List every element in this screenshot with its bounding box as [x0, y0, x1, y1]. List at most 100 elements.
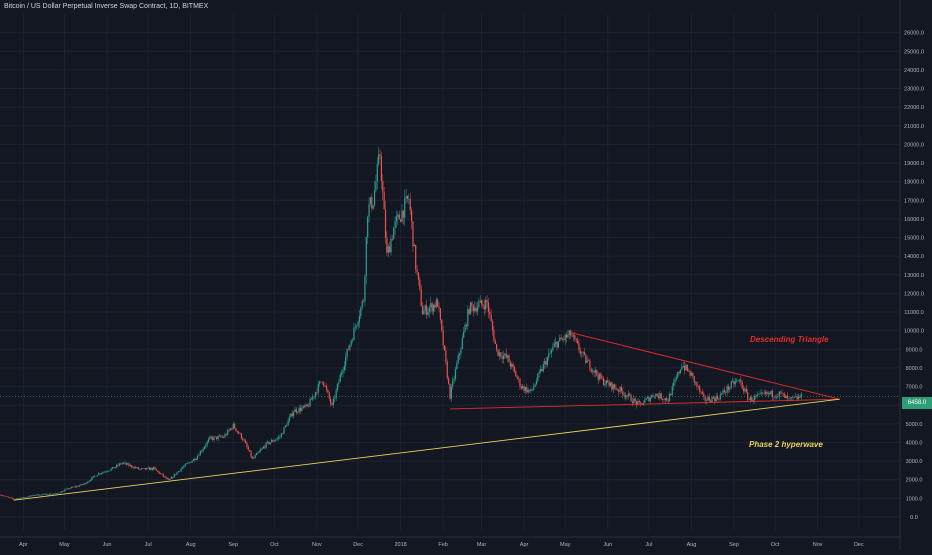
candle-body — [404, 198, 406, 218]
candle-body — [678, 372, 680, 373]
candle-body — [179, 471, 181, 472]
candle-body — [476, 307, 479, 312]
candle-body — [539, 369, 542, 372]
candle-body — [409, 198, 411, 211]
candle-body — [730, 381, 732, 388]
x-tick-label: Jul — [145, 542, 152, 548]
candle-body — [165, 476, 167, 479]
candle-body — [280, 433, 282, 438]
candle-body — [716, 395, 719, 399]
candle-body — [298, 407, 300, 413]
candle-body — [745, 388, 747, 392]
candle-body — [512, 363, 514, 368]
candle-body — [325, 385, 328, 390]
x-tick-label: Jun — [603, 542, 612, 548]
candle-body — [297, 412, 299, 413]
y-tick-label: 12000.0 — [904, 291, 924, 297]
candle-body — [77, 485, 79, 487]
candle-body — [48, 493, 50, 495]
candle-body — [448, 378, 450, 384]
candle-body — [292, 412, 295, 417]
candle-body — [70, 487, 72, 489]
descending-triangle-label: Descending Triangle — [750, 335, 829, 344]
candle-body — [497, 349, 499, 356]
candle-body — [40, 494, 42, 496]
candle-body — [460, 348, 462, 354]
candle-body — [21, 497, 23, 498]
candle-body — [54, 493, 56, 495]
candle-body — [684, 365, 686, 371]
candle-body — [303, 405, 306, 407]
x-tick-label: Dec — [353, 542, 363, 548]
candle-body — [697, 386, 699, 388]
candle-body — [555, 341, 557, 344]
candle-body — [291, 413, 293, 417]
candle-body — [714, 398, 716, 402]
y-tick-label: 23000.0 — [904, 87, 924, 93]
candle-body — [57, 493, 59, 494]
x-tick-label: 2018 — [394, 542, 406, 548]
candle-body — [212, 437, 214, 440]
candle-body — [177, 471, 179, 473]
candle-body — [504, 353, 506, 356]
candle-body — [379, 154, 381, 157]
candle-body — [560, 337, 562, 340]
candle-body — [549, 352, 551, 354]
candle-body — [469, 302, 472, 314]
candle-body — [372, 205, 374, 209]
candle-body — [196, 455, 199, 459]
candle-body — [769, 392, 771, 394]
candle-body — [118, 463, 120, 466]
candle-body — [353, 327, 355, 341]
candle-body — [478, 302, 480, 308]
candle-body — [472, 305, 474, 312]
candle-body — [14, 499, 16, 500]
candle-body — [721, 393, 723, 395]
candle-body — [755, 395, 757, 397]
candle-body — [275, 439, 277, 441]
candle-body — [203, 446, 206, 450]
candle-body — [744, 388, 746, 392]
candle-body — [44, 493, 46, 495]
candle-body — [382, 180, 384, 193]
candle-body — [662, 399, 664, 400]
candle-body — [183, 466, 185, 468]
candle-body — [80, 484, 82, 486]
candle-body — [400, 219, 402, 222]
y-tick-label: 21000.0 — [904, 124, 924, 130]
candle-body — [125, 462, 127, 465]
candle-body — [475, 307, 477, 312]
candle-body — [180, 468, 182, 472]
y-tick-label: 1000.0 — [906, 496, 923, 502]
candle-body — [306, 404, 308, 407]
y-tick-label: 5000.0 — [906, 422, 923, 428]
candle-body — [137, 467, 140, 470]
candle-body — [199, 451, 201, 456]
candle-body — [590, 369, 592, 372]
candle-body — [737, 380, 739, 381]
candle-body — [585, 354, 587, 363]
candle-body — [712, 397, 715, 399]
candle-body — [347, 348, 350, 350]
candle-body — [726, 386, 728, 393]
candle-body — [465, 324, 468, 327]
trendlines — [0, 332, 900, 501]
candle-body — [46, 493, 48, 495]
candle-body — [541, 369, 543, 372]
candle-body — [324, 385, 326, 387]
y-tick-label: 22000.0 — [904, 105, 924, 111]
x-tick-label: Oct — [771, 542, 780, 548]
candle-body — [592, 370, 594, 372]
candle-body — [332, 398, 334, 405]
candle-body — [668, 394, 671, 402]
candle-body — [299, 407, 302, 411]
candle-body — [198, 455, 200, 456]
candle-body — [729, 387, 731, 390]
candle-body — [74, 486, 77, 488]
candle-body — [172, 476, 174, 478]
candle-body — [796, 396, 798, 400]
candle-body — [207, 439, 210, 442]
candle-body — [675, 377, 677, 380]
